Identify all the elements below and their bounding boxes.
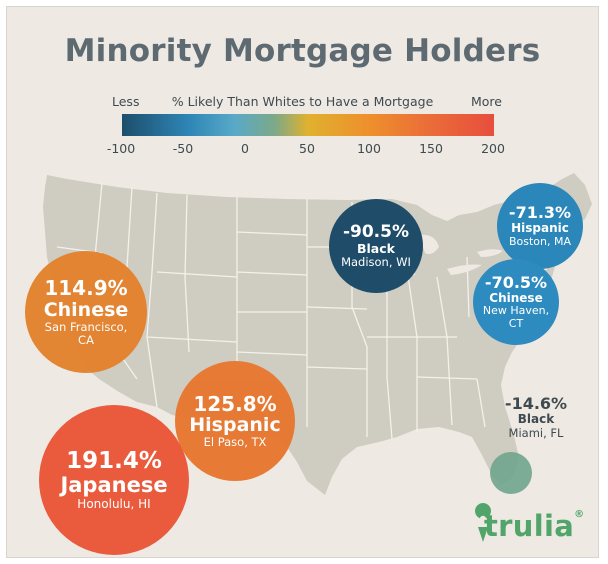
marker-location: San Francisco, CA [44, 319, 128, 347]
marker-location: Madison, WI [341, 255, 411, 270]
scale-tick: 0 [241, 141, 249, 156]
new-haven-marker: -70.5% Chinese New Haven, CT [473, 259, 559, 345]
legend-more-label: More [471, 94, 502, 109]
scale-tick: -100 [106, 141, 136, 156]
trulia-pin-icon [475, 503, 492, 542]
brand-name: trulia [484, 509, 575, 543]
registered-mark: ® [574, 509, 585, 520]
marker-location: Boston, MA [508, 234, 572, 248]
marker-pct: 191.4% [66, 447, 162, 474]
boston-marker: -71.3% Hispanic Boston, MA [497, 183, 583, 269]
marker-location: Miami, FL [508, 426, 564, 441]
page-title: Minority Mortgage Holders [64, 33, 541, 69]
legend-less-label: Less [112, 94, 140, 109]
marker-group: Hispanic [189, 414, 281, 437]
marker-pct: 125.8% [193, 391, 277, 416]
scale-tick: 50 [299, 141, 315, 156]
miami-label: -14.6% Black Miami, FL [481, 394, 591, 441]
color-scale-bar [122, 114, 494, 136]
marker-pct: 114.9% [44, 276, 128, 301]
honolulu-marker: 191.4% Japanese Honolulu, HI [39, 405, 189, 555]
marker-group: Chinese [489, 290, 543, 305]
miami-marker [490, 452, 532, 494]
scale-tick: -50 [172, 141, 194, 156]
scale-tick: 100 [357, 141, 381, 156]
marker-group: Japanese [60, 473, 168, 498]
san-francisco-marker: 114.9% Chinese San Francisco, CA [25, 251, 147, 373]
marker-group: Chinese [43, 298, 129, 321]
marker-location: New Haven, CT [482, 304, 550, 330]
madison-marker: -90.5% Black Madison, WI [329, 199, 423, 293]
infographic: Minority Mortgage Holders Less % Likely … [6, 6, 599, 558]
scale-tick: 150 [419, 141, 443, 156]
marker-pct: -70.5% [484, 273, 548, 293]
marker-group: Hispanic [511, 221, 569, 236]
el-paso-marker: 125.8% Hispanic El Paso, TX [175, 361, 295, 481]
marker-location: Honolulu, HI [77, 496, 151, 511]
marker-location: El Paso, TX [203, 435, 267, 450]
marker-pct: -71.3% [508, 203, 572, 223]
marker-pct: -90.5% [342, 222, 410, 243]
marker-pct: -14.6% [504, 394, 568, 413]
scale-tick: 200 [481, 141, 505, 156]
legend-title: % Likely Than Whites to Have a Mortgage [171, 94, 434, 109]
marker-group: Black [357, 241, 395, 257]
marker-group: Black [517, 412, 555, 427]
trulia-logo: trulia® [484, 509, 584, 543]
